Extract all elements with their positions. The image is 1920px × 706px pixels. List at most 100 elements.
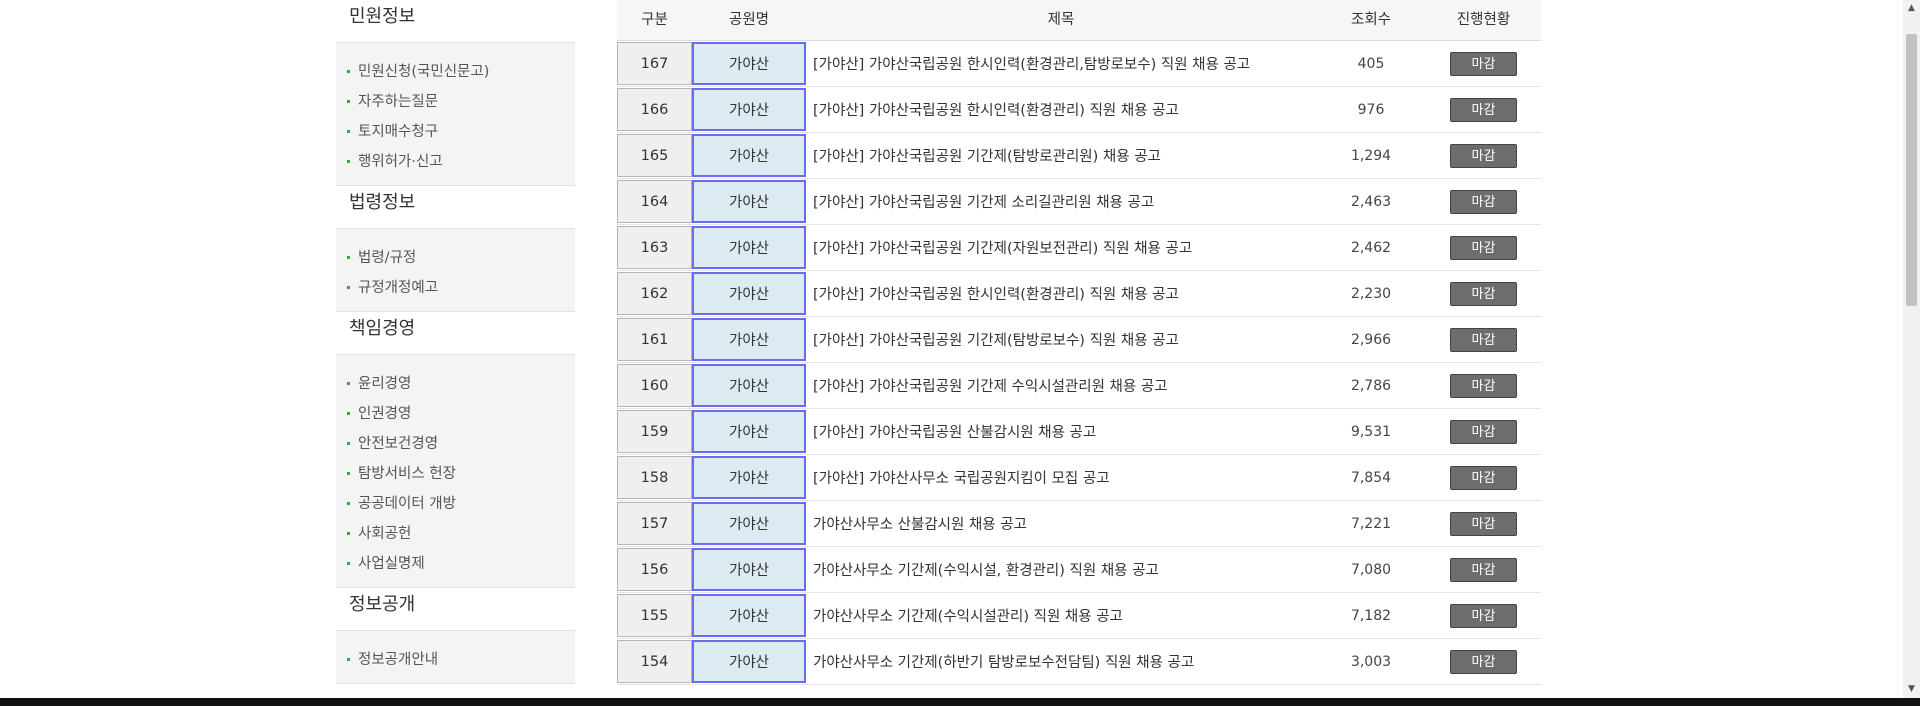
table-row[interactable]: 166 가야산 [가야산] 가야산국립공원 한시인력(환경관리) 직원 채용 공고 9… xyxy=(617,87,1541,133)
table-row[interactable]: 155 가야산 가야산사무소 기간제(수익시설관리) 직원 채용 공고 7,182 마감 xyxy=(617,593,1541,639)
park-name: 가야산 xyxy=(692,180,806,223)
status-cell: 마감 xyxy=(1426,419,1541,444)
post-title-link[interactable]: [가야산] 가야산국립공원 기간제 수익시설관리원 채용 공고 xyxy=(813,379,1168,395)
sidebar-item-permit[interactable]: 행위허가·신고 xyxy=(336,147,575,177)
bullet-icon xyxy=(347,70,350,73)
post-number: 156 xyxy=(617,548,692,591)
park-name: 가야산 xyxy=(692,364,806,407)
park-name: 가야산 xyxy=(692,134,806,177)
sidebar-item-service-charter[interactable]: 탐방서비스 헌장 xyxy=(336,459,575,489)
sidebar-item-open-data[interactable]: 공공데이터 개방 xyxy=(336,489,575,519)
status-badge: 마감 xyxy=(1450,189,1517,214)
park-name: 가야산 xyxy=(692,410,806,453)
status-cell: 마감 xyxy=(1426,649,1541,674)
status-badge: 마감 xyxy=(1450,235,1517,260)
scroll-up-arrow-icon[interactable]: ▲ xyxy=(1908,3,1915,13)
sidebar-item-label: 인권경영 xyxy=(358,406,412,422)
status-badge: 마감 xyxy=(1450,465,1517,490)
bottom-edge xyxy=(0,698,1920,706)
table-row[interactable]: 163 가야산 [가야산] 가야산국립공원 기간제(자원보전관리) 직원 채용 공고… xyxy=(617,225,1541,271)
post-title-link[interactable]: [가야산] 가야산국립공원 기간제(탐방로보수) 직원 채용 공고 xyxy=(813,333,1179,349)
bullet-icon xyxy=(347,658,350,661)
status-cell: 마감 xyxy=(1426,373,1541,398)
sidebar-item-safety[interactable]: 안전보건경영 xyxy=(336,429,575,459)
post-title-link[interactable]: [가야산] 가야산국립공원 한시인력(환경관리) 직원 채용 공고 xyxy=(813,287,1179,303)
post-number: 162 xyxy=(617,272,692,315)
post-title-link[interactable]: [가야산] 가야산국립공원 기간제(탐방로관리원) 채용 공고 xyxy=(813,149,1161,165)
table-row[interactable]: 156 가야산 가야산사무소 기간제(수익시설, 환경관리) 직원 채용 공고 7,0… xyxy=(617,547,1541,593)
status-badge: 마감 xyxy=(1450,649,1517,674)
post-title-link[interactable]: [가야산] 가야산사무소 국립공원지킴이 모집 공고 xyxy=(813,471,1110,487)
post-title-link[interactable]: 가야산사무소 기간제(수익시설관리) 직원 채용 공고 xyxy=(813,609,1123,625)
sidebar-item-info-disclosure[interactable]: 정보공개안내 xyxy=(336,645,575,675)
table-row[interactable]: 165 가야산 [가야산] 가야산국립공원 기간제(탐방로관리원) 채용 공고 1,2… xyxy=(617,133,1541,179)
view-count: 976 xyxy=(1357,101,1385,118)
view-count: 7,854 xyxy=(1350,469,1392,486)
table-row[interactable]: 154 가야산 가야산사무소 기간제(하반기 탐방로보수전담팀) 직원 채용 공고 3… xyxy=(617,639,1541,685)
sidebar-item-project-name[interactable]: 사업실명제 xyxy=(336,549,575,579)
sidebar-item-label: 안전보건경영 xyxy=(358,436,439,452)
sidebar-section-list: 법령/규정 규정개정예고 xyxy=(336,229,575,312)
sidebar-item-ethics[interactable]: 윤리경영 xyxy=(336,369,575,399)
table-row[interactable]: 157 가야산 가야산사무소 산불감시원 채용 공고 7,221 마감 xyxy=(617,501,1541,547)
sidebar-section-list: 윤리경영 인권경영 안전보건경영 탐방서비스 헌장 공공데이터 개방 사회공헌 … xyxy=(336,355,575,588)
table-row[interactable]: 167 가야산 [가야산] 가야산국립공원 한시인력(환경관리,탐방로보수) 직원 … xyxy=(617,41,1541,87)
sidebar-item-label: 토지매수청구 xyxy=(358,124,439,140)
table-row[interactable]: 160 가야산 [가야산] 가야산국립공원 기간제 수익시설관리원 채용 공고 2,7… xyxy=(617,363,1541,409)
sidebar-item-civil-petition[interactable]: 민원신청(국민신문고) xyxy=(336,57,575,87)
status-badge: 마감 xyxy=(1450,327,1517,352)
park-name: 가야산 xyxy=(692,640,806,683)
bullet-icon xyxy=(347,472,350,475)
park-name: 가야산 xyxy=(692,318,806,361)
scroll-down-arrow-icon[interactable]: ▼ xyxy=(1908,684,1915,694)
sidebar-item-laws[interactable]: 법령/규정 xyxy=(336,243,575,273)
post-title-link[interactable]: 가야산사무소 기간제(수익시설, 환경관리) 직원 채용 공고 xyxy=(813,563,1159,579)
status-badge: 마감 xyxy=(1450,419,1517,444)
post-number: 161 xyxy=(617,318,692,361)
sidebar-item-land-purchase[interactable]: 토지매수청구 xyxy=(336,117,575,147)
post-title-link[interactable]: 가야산사무소 산불감시원 채용 공고 xyxy=(813,517,1027,533)
sidebar-item-label: 행위허가·신고 xyxy=(358,154,443,170)
post-number: 165 xyxy=(617,134,692,177)
status-cell: 마감 xyxy=(1426,557,1541,582)
status-badge: 마감 xyxy=(1450,557,1517,582)
sidebar-item-label: 탐방서비스 헌장 xyxy=(358,466,456,482)
status-badge: 마감 xyxy=(1450,373,1517,398)
bullet-icon xyxy=(347,130,350,133)
bullet-icon xyxy=(347,412,350,415)
page-scrollbar[interactable]: ▲ ▼ xyxy=(1903,0,1920,706)
sidebar-item-faq[interactable]: 자주하는질문 xyxy=(336,87,575,117)
status-cell: 마감 xyxy=(1426,235,1541,260)
post-title-link[interactable]: [가야산] 가야산국립공원 기간제(자원보전관리) 직원 채용 공고 xyxy=(813,241,1193,257)
sidebar-item-label: 법령/규정 xyxy=(358,250,417,266)
post-number: 158 xyxy=(617,456,692,499)
post-title-link[interactable]: [가야산] 가야산국립공원 기간제 소리길관리원 채용 공고 xyxy=(813,195,1155,211)
table-header: 구분 공원명 제목 조회수 진행현황 xyxy=(617,0,1541,41)
status-badge: 마감 xyxy=(1450,281,1517,306)
table-row[interactable]: 158 가야산 [가야산] 가야산사무소 국립공원지킴이 모집 공고 7,854 마감 xyxy=(617,455,1541,501)
table-row[interactable]: 159 가야산 [가야산] 가야산국립공원 산불감시원 채용 공고 9,531 마감 xyxy=(617,409,1541,455)
view-count: 3,003 xyxy=(1350,653,1392,670)
view-count: 1,294 xyxy=(1350,147,1392,164)
sidebar-section-list: 정보공개안내 xyxy=(336,631,575,684)
view-count: 7,080 xyxy=(1350,561,1392,578)
view-count: 2,230 xyxy=(1350,285,1392,302)
post-title-link[interactable]: 가야산사무소 기간제(하반기 탐방로보수전담팀) 직원 채용 공고 xyxy=(813,655,1195,671)
post-title-link[interactable]: [가야산] 가야산국립공원 한시인력(환경관리) 직원 채용 공고 xyxy=(813,103,1179,119)
sidebar-item-human-rights[interactable]: 인권경영 xyxy=(336,399,575,429)
table-row[interactable]: 161 가야산 [가야산] 가야산국립공원 기간제(탐방로보수) 직원 채용 공고 2… xyxy=(617,317,1541,363)
status-cell: 마감 xyxy=(1426,143,1541,168)
park-name: 가야산 xyxy=(692,42,806,85)
recruitment-board: 구분 공원명 제목 조회수 진행현황 167 가야산 [가야산] 가야산국립공원 한… xyxy=(617,0,1541,685)
table-row[interactable]: 162 가야산 [가야산] 가야산국립공원 한시인력(환경관리) 직원 채용 공고 2… xyxy=(617,271,1541,317)
post-title-link[interactable]: [가야산] 가야산국립공원 산불감시원 채용 공고 xyxy=(813,425,1097,441)
scroll-thumb[interactable] xyxy=(1906,34,1917,306)
sidebar-item-social-contribution[interactable]: 사회공헌 xyxy=(336,519,575,549)
sidebar-item-rule-notice[interactable]: 규정개정예고 xyxy=(336,273,575,303)
status-badge: 마감 xyxy=(1450,143,1517,168)
view-count: 7,182 xyxy=(1350,607,1392,624)
park-name: 가야산 xyxy=(692,88,806,131)
post-title-link[interactable]: [가야산] 가야산국립공원 한시인력(환경관리,탐방로보수) 직원 채용 공고 xyxy=(813,57,1251,73)
view-count: 2,786 xyxy=(1350,377,1392,394)
table-row[interactable]: 164 가야산 [가야산] 가야산국립공원 기간제 소리길관리원 채용 공고 2,46… xyxy=(617,179,1541,225)
